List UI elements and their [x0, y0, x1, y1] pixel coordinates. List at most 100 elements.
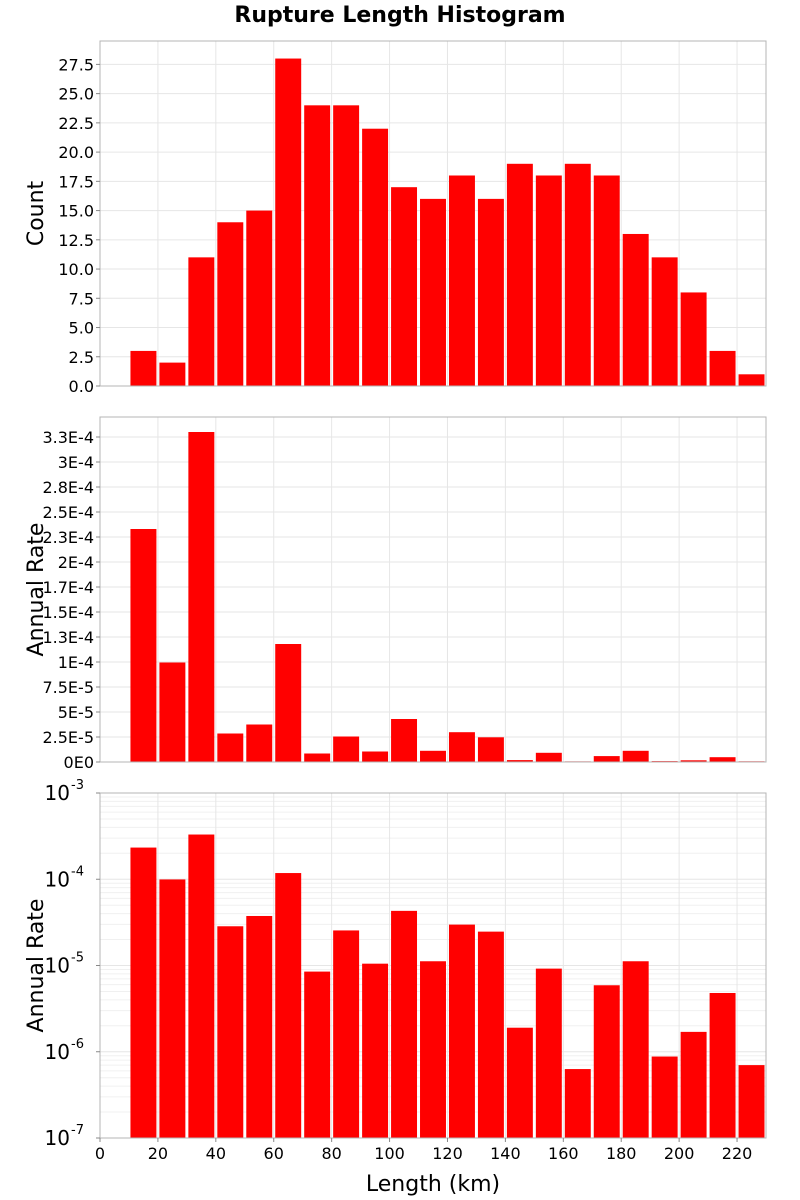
y-tick-exponent: -5 [71, 951, 84, 966]
bar [477, 198, 504, 386]
bar [420, 198, 446, 386]
bar [246, 210, 273, 386]
bar [217, 222, 244, 386]
bar [420, 961, 446, 1138]
x-tick-label: 100 [374, 1144, 405, 1163]
y-tick-label: 1.3E-4 [42, 628, 94, 647]
bar [362, 963, 389, 1138]
bar [622, 750, 649, 762]
y-tick-label: 7.5 [69, 289, 94, 308]
y-tick-label: 3E-4 [58, 453, 94, 472]
bar [391, 719, 418, 762]
bar [535, 175, 562, 386]
bar [448, 175, 475, 386]
bar [709, 350, 736, 386]
bar [130, 350, 157, 386]
bar [477, 931, 504, 1138]
bar [535, 752, 562, 762]
y-tick-label: 10 [45, 867, 70, 891]
bar [622, 233, 649, 386]
bar [448, 732, 475, 762]
bar [448, 924, 475, 1138]
y-tick-label: 2.5E-5 [42, 728, 94, 747]
y-tick-label: 27.5 [58, 55, 94, 74]
y-tick-label: 1.5E-4 [42, 603, 94, 622]
y-tick-label: 25.0 [58, 85, 94, 104]
bar [680, 760, 707, 762]
bar [593, 985, 620, 1138]
bar [159, 879, 186, 1138]
plot-frame [99, 40, 767, 387]
bar [362, 128, 389, 387]
y-tick-label: 10 [45, 1040, 70, 1064]
bar [362, 751, 389, 762]
y-tick-exponent: -4 [71, 864, 84, 879]
y-tick-label: 2.8E-4 [42, 478, 94, 497]
bar [477, 737, 504, 762]
bar [217, 733, 244, 762]
y-tick-label: 1.7E-4 [42, 578, 94, 597]
panel-1: 0.0 2.5 5.0 7.5 10.0 12.5 15.0 17.5 20.0 22.5 25.0… [24, 40, 767, 396]
x-tick-label: 0 [95, 1144, 105, 1163]
y-tick-label: 22.5 [58, 114, 94, 133]
bar [188, 432, 215, 762]
bar [680, 292, 707, 386]
x-tick-label: 60 [264, 1144, 284, 1163]
bar [391, 910, 418, 1138]
plot-frame [99, 416, 767, 763]
y-tick-label: 5E-5 [58, 703, 94, 722]
bar [333, 930, 360, 1138]
x-tick-label: 80 [321, 1144, 341, 1163]
y-tick-label: 2.5 [69, 348, 94, 367]
bar [130, 529, 157, 762]
y-tick-label: 5.0 [69, 319, 94, 338]
chart-title: Rupture Length Histogram [234, 3, 565, 28]
bar [506, 163, 533, 386]
bar [564, 1069, 591, 1138]
bar [680, 1031, 707, 1138]
bar [188, 834, 215, 1138]
bar [593, 756, 620, 762]
y-tick-label: 15.0 [58, 202, 94, 221]
bar [333, 736, 360, 762]
y-tick-label: 12.5 [58, 231, 94, 250]
y-tick-label: 2.3E-4 [42, 528, 94, 547]
bar [709, 992, 736, 1138]
bar [622, 961, 649, 1138]
bar [738, 374, 765, 386]
bar [130, 847, 157, 1138]
bar [651, 257, 678, 386]
bar [159, 662, 186, 762]
y-tick-label: 20.0 [58, 143, 94, 162]
bar [246, 724, 273, 762]
bar [593, 175, 620, 386]
y-tick-label: 0.0 [69, 377, 94, 396]
bar [275, 58, 302, 387]
bar [333, 105, 360, 387]
x-tick-label: 180 [606, 1144, 637, 1163]
bar [304, 971, 331, 1138]
y-tick-label: 2E-4 [58, 553, 94, 572]
x-tick-label: 160 [548, 1144, 579, 1163]
bar [304, 753, 331, 762]
y-axis-label: Annual Rate [24, 523, 49, 657]
x-tick-label: 140 [490, 1144, 521, 1163]
bar [246, 915, 273, 1138]
x-tick-label: 40 [206, 1144, 226, 1163]
y-tick-label: 1E-4 [58, 653, 94, 672]
bar [564, 163, 591, 386]
bar [391, 187, 418, 386]
x-axis-label: Length (km) [366, 1172, 500, 1197]
bar [275, 873, 302, 1138]
y-tick-label: 10 [45, 781, 70, 805]
bar [709, 757, 736, 762]
bar [217, 926, 244, 1138]
bar [275, 644, 302, 762]
y-tick-label: 10.0 [58, 260, 94, 279]
y-tick-label: 10 [45, 954, 70, 978]
bar [738, 1065, 765, 1138]
y-axis-label: Count [24, 180, 49, 246]
bar [420, 750, 446, 762]
